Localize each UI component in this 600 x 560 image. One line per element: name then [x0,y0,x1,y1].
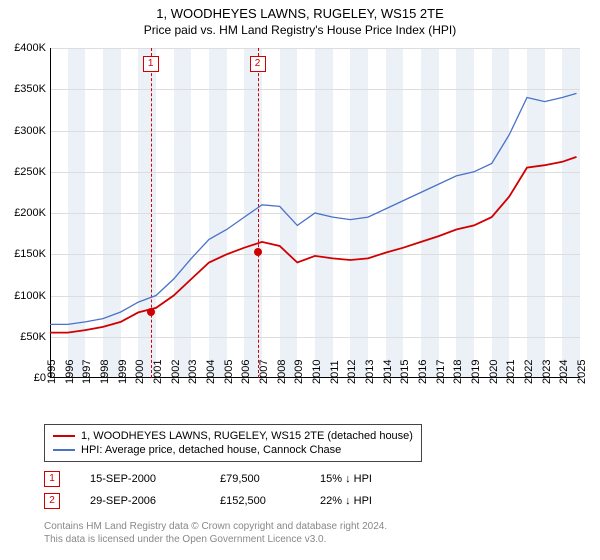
marker-row-diff: 22% ↓ HPI [320,495,410,507]
y-axis-tick: £150K [2,248,46,260]
marker-table: 1 15-SEP-2000 £79,500 15% ↓ HPI 2 29-SEP-2006… [44,468,410,512]
marker-row: 1 15-SEP-2000 £79,500 15% ↓ HPI [44,468,410,490]
marker-row-diff: 15% ↓ HPI [320,473,410,485]
footer-line-2: This data is licensed under the Open Gov… [44,533,387,546]
y-axis-tick: £300K [2,125,46,137]
legend: 1, WOODHEYES LAWNS, RUGELEY, WS15 2TE (d… [44,424,422,462]
y-axis-tick: £400K [2,42,46,54]
y-axis-tick: £350K [2,83,46,95]
y-axis-tick: £50K [2,331,46,343]
y-axis-tick: £100K [2,290,46,302]
footer: Contains HM Land Registry data © Crown c… [44,520,387,546]
chart-lines [50,48,580,378]
legend-swatch-hpi [53,449,75,451]
chart-plot-area: £0£50K£100K£150K£200K£250K£300K£350K£400… [50,48,580,378]
marker-row-number: 2 [44,493,60,509]
marker-row-price: £79,500 [220,473,290,485]
legend-swatch-property [53,435,75,437]
series-line-property [50,157,577,333]
legend-label-property: 1, WOODHEYES LAWNS, RUGELEY, WS15 2TE (d… [81,430,413,442]
footer-line-1: Contains HM Land Registry data © Crown c… [44,520,387,533]
marker-row-date: 15-SEP-2000 [90,473,190,485]
marker-row-date: 29-SEP-2006 [90,495,190,507]
title-sub: Price paid vs. HM Land Registry's House … [0,23,600,37]
marker-row: 2 29-SEP-2006 £152,500 22% ↓ HPI [44,490,410,512]
marker-row-price: £152,500 [220,495,290,507]
y-axis-tick: £0 [2,372,46,384]
y-axis-tick: £200K [2,207,46,219]
chart-title-block: 1, WOODHEYES LAWNS, RUGELEY, WS15 2TE Pr… [0,0,600,39]
y-axis-tick: £250K [2,166,46,178]
title-main: 1, WOODHEYES LAWNS, RUGELEY, WS15 2TE [0,6,600,21]
marker-row-number: 1 [44,471,60,487]
legend-label-hpi: HPI: Average price, detached house, Cann… [81,444,341,456]
